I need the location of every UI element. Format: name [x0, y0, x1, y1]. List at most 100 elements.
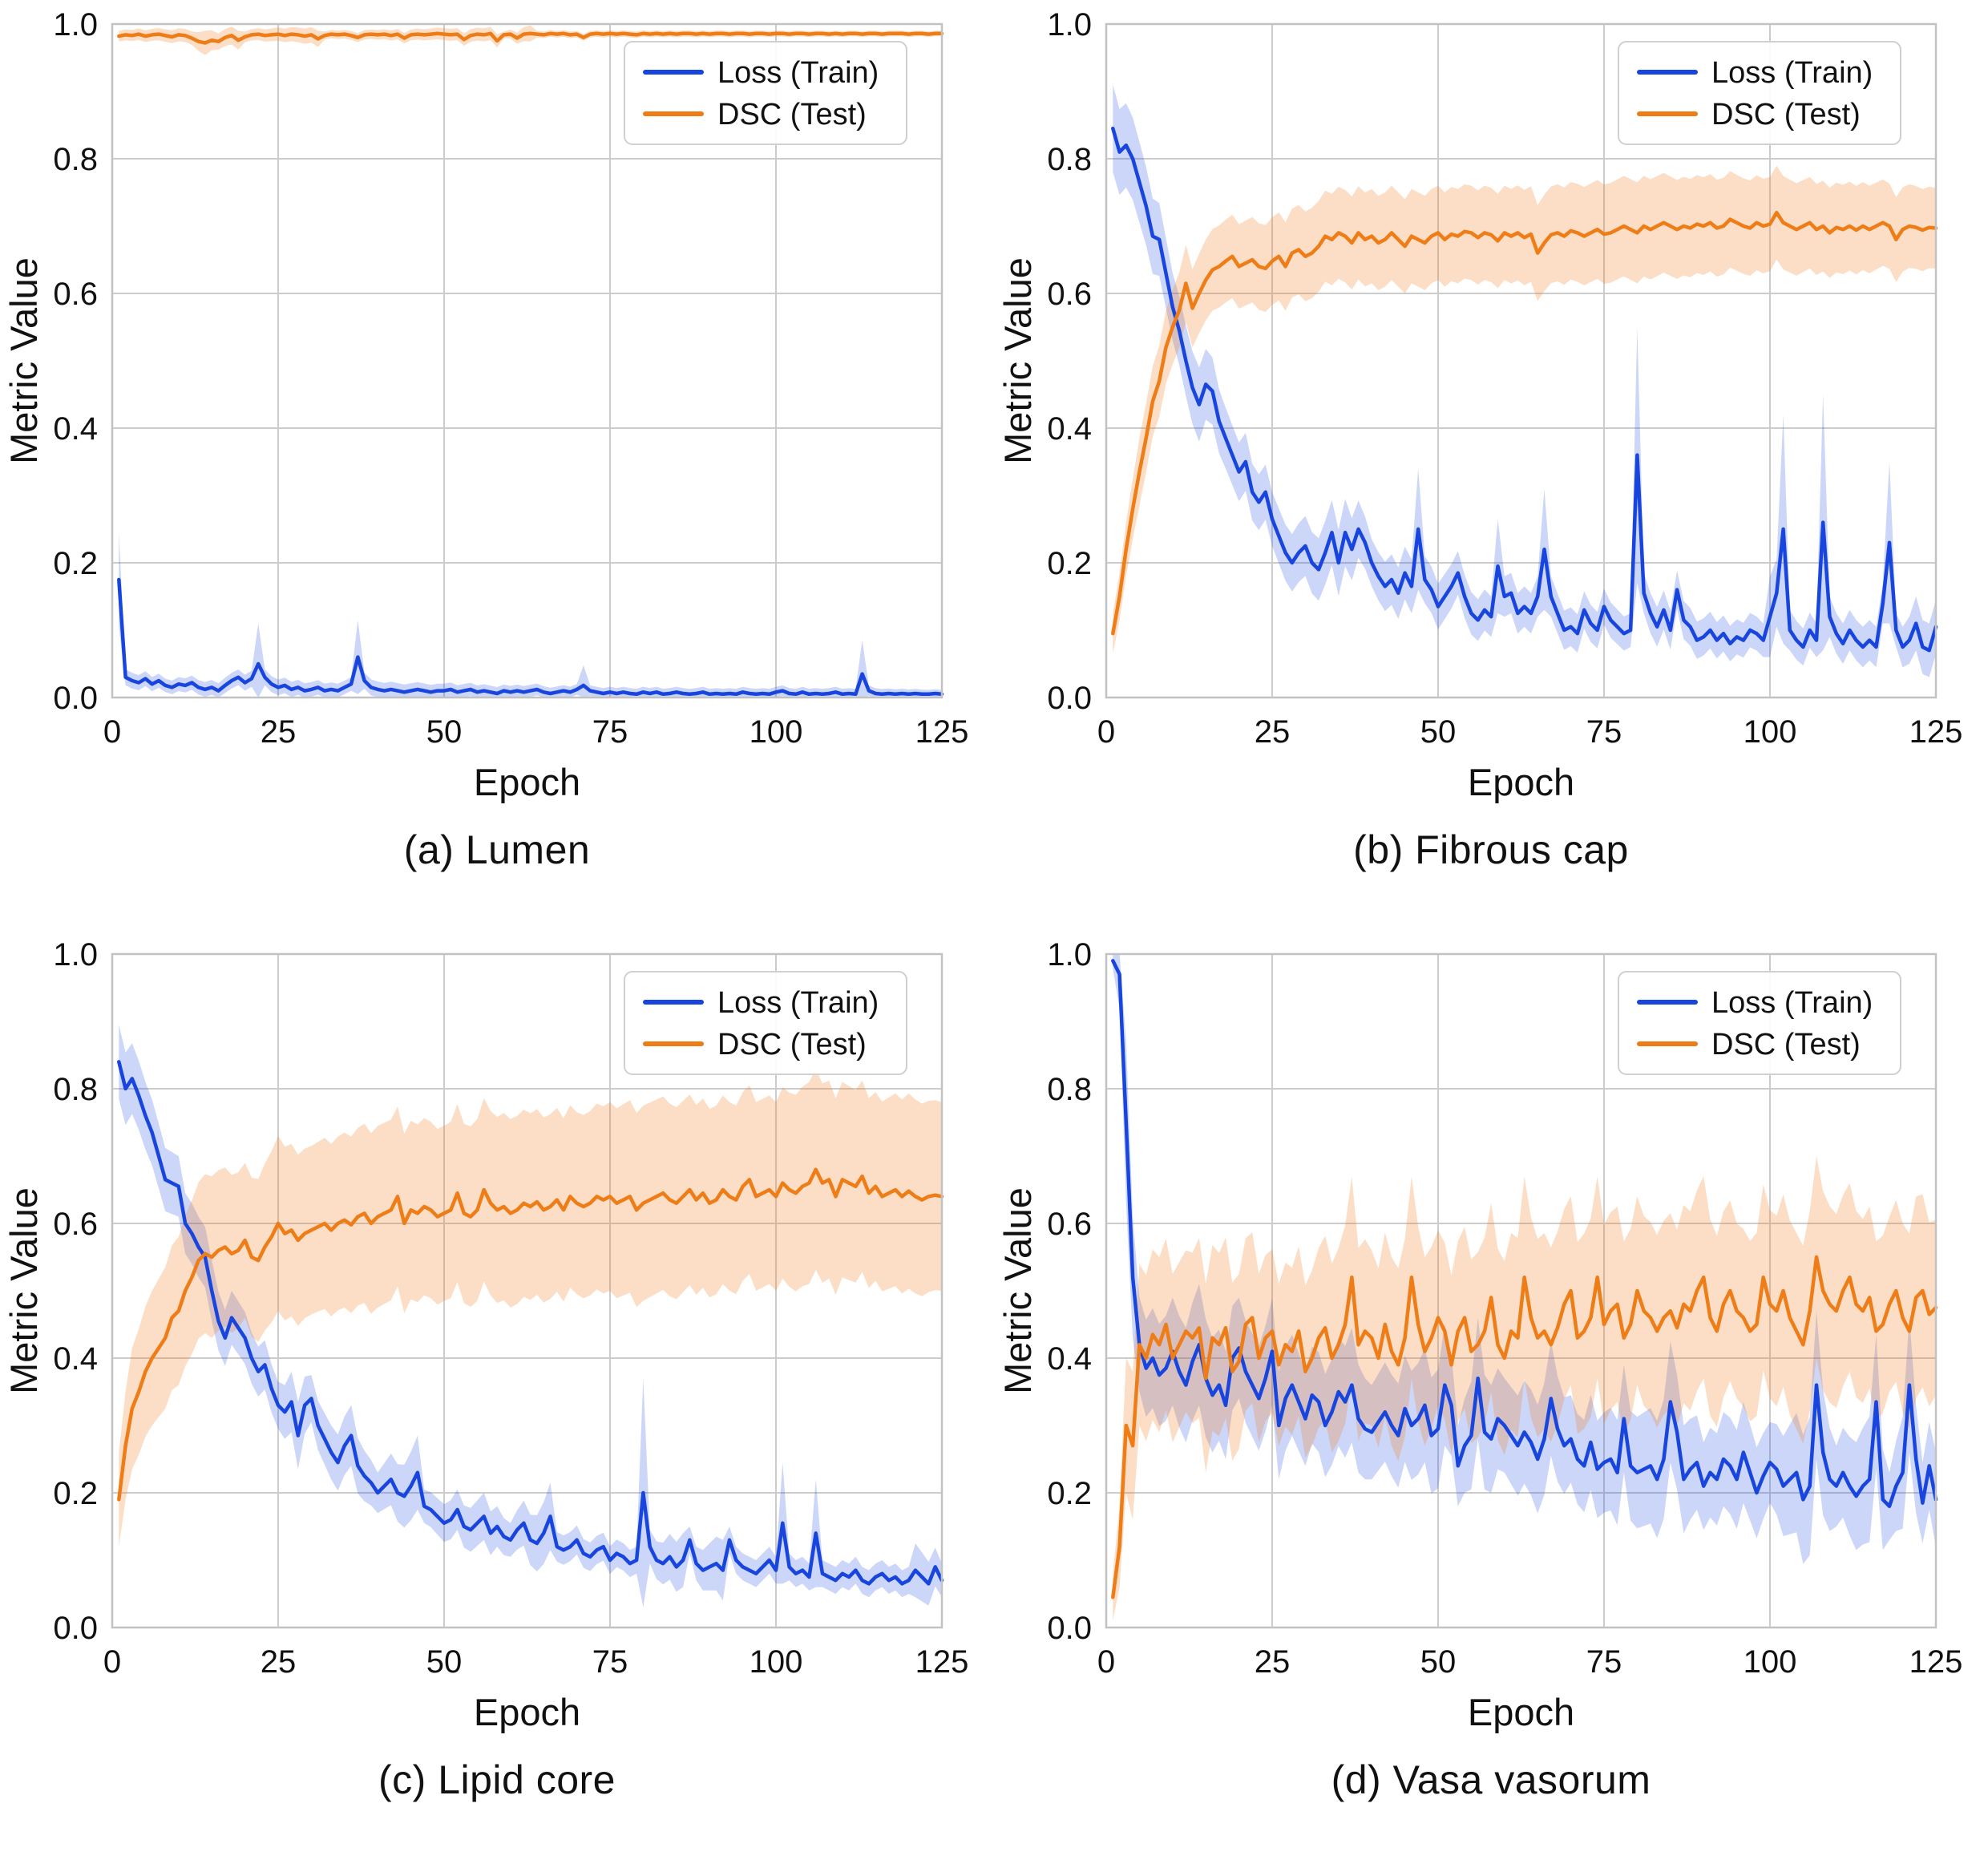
y-tick-label: 1.0 [1047, 7, 1092, 42]
loss-band [1113, 84, 1936, 677]
x-tick-label: 75 [592, 1644, 628, 1680]
x-tick-label: 125 [915, 1644, 969, 1680]
y-tick-label: 0.8 [1047, 142, 1092, 177]
x-tick-label: 100 [750, 714, 803, 750]
y-tick-label: 0.6 [1047, 277, 1092, 312]
x-axis-label: Epoch [474, 761, 580, 803]
y-axis-label: Metric Value [2, 1187, 45, 1394]
x-tick-label: 100 [750, 1644, 803, 1680]
x-tick-label: 75 [1586, 714, 1622, 750]
legend-box [1618, 41, 1901, 145]
dsc-band [119, 1069, 942, 1547]
subplot-d-canvas: 0 25 50 75 100 125 0.0 0.2 0.4 0.6 0.8 1.0 Epoch Metr… [994, 930, 1988, 1736]
y-tick-label: 0.2 [53, 1476, 98, 1511]
loss-line [117, 1060, 944, 1586]
subplot-d: 0 25 50 75 100 125 0.0 0.2 0.4 0.6 0.8 1.0 Epoch Metr… [994, 930, 1988, 1860]
subplot-c-caption: (c) Lipid core [378, 1757, 616, 1802]
y-tick-label: 0.0 [1047, 681, 1092, 716]
y-tick-label: 0.2 [1047, 1476, 1092, 1511]
legend-loss-label: Loss (Train) [717, 56, 879, 90]
y-axis-label: Metric Value [996, 257, 1039, 464]
legend-dsc-label: DSC (Test) [1711, 1028, 1861, 1061]
subplot-b: 0 25 50 75 100 125 0.0 0.2 0.4 0.6 0.8 1.0 Epoch Metr… [994, 0, 1988, 930]
legend-loss-label: Loss (Train) [1711, 986, 1873, 1020]
x-tick-label: 125 [1909, 1644, 1963, 1680]
y-tick-label: 0.6 [53, 277, 98, 312]
legend-dsc-label: DSC (Test) [717, 98, 867, 131]
x-tick-label: 25 [1255, 1644, 1291, 1680]
subplot-a: 0 25 50 75 100 125 0.0 0.2 0.4 0.6 0.8 1.0 Epoch Metr… [0, 0, 994, 930]
plot-border [1105, 22, 1937, 699]
y-tick-label: 0.8 [53, 1072, 98, 1107]
legend-loss-label: Loss (Train) [1711, 56, 1873, 90]
plot-border [111, 952, 943, 1629]
x-tick-label: 0 [103, 1644, 121, 1680]
x-tick-label: 125 [1909, 714, 1963, 750]
loss-band [119, 532, 942, 698]
loss-band [1113, 954, 1936, 1564]
subplot-b-caption: (b) Fibrous cap [1353, 827, 1629, 872]
x-tick-label: 50 [1420, 1644, 1457, 1680]
legend-dsc-label: DSC (Test) [1711, 98, 1861, 131]
dsc-band [1113, 1156, 1936, 1621]
loss-line [1111, 959, 1938, 1509]
x-tick-label: 75 [592, 714, 628, 750]
y-tick-label: 1.0 [53, 7, 98, 42]
y-tick-label: 0.8 [53, 142, 98, 177]
legend-dsc-label: DSC (Test) [717, 1028, 867, 1061]
x-tick-label: 100 [1744, 714, 1797, 750]
y-tick-label: 0.0 [1047, 1611, 1092, 1646]
plot-border [111, 22, 943, 699]
y-tick-label: 0.2 [53, 546, 98, 581]
loss-band [119, 1025, 942, 1607]
x-tick-label: 75 [1586, 1644, 1622, 1680]
legend-box [624, 971, 907, 1075]
subplot-b-canvas: 0 25 50 75 100 125 0.0 0.2 0.4 0.6 0.8 1.0 Epoch Metr… [994, 0, 1988, 806]
x-tick-label: 25 [261, 1644, 297, 1680]
y-axis-label: Metric Value [996, 1187, 1039, 1394]
loss-line [1111, 126, 1938, 653]
legend-box [1618, 971, 1901, 1075]
x-tick-label: 0 [103, 714, 121, 750]
x-tick-label: 100 [1744, 1644, 1797, 1680]
x-axis-label: Epoch [1468, 1691, 1574, 1733]
y-tick-label: 0.6 [1047, 1207, 1092, 1242]
y-tick-label: 1.0 [1047, 937, 1092, 972]
x-tick-label: 25 [261, 714, 297, 750]
subplot-c: 0 25 50 75 100 125 0.0 0.2 0.4 0.6 0.8 1.0 Epoch Metr… [0, 930, 994, 1860]
y-tick-label: 0.4 [53, 411, 98, 447]
loss-line [117, 577, 944, 697]
subplot-c-canvas: 0 25 50 75 100 125 0.0 0.2 0.4 0.6 0.8 1.0 Epoch Metr… [0, 930, 994, 1736]
y-tick-label: 1.0 [53, 937, 98, 972]
y-tick-label: 0.0 [53, 681, 98, 716]
x-tick-label: 25 [1255, 714, 1291, 750]
x-tick-label: 0 [1097, 714, 1115, 750]
x-tick-label: 50 [426, 714, 463, 750]
y-tick-label: 0.0 [53, 1611, 98, 1646]
y-tick-label: 0.2 [1047, 546, 1092, 581]
plot-border [1105, 952, 1937, 1629]
y-tick-label: 0.4 [53, 1341, 98, 1377]
subplot-a-canvas: 0 25 50 75 100 125 0.0 0.2 0.4 0.6 0.8 1.0 Epoch Metr… [0, 0, 994, 806]
dsc-line [117, 31, 944, 45]
y-axis-label: Metric Value [2, 257, 45, 464]
x-tick-label: 125 [915, 714, 969, 750]
y-tick-label: 0.8 [1047, 1072, 1092, 1107]
dsc-line [1111, 1255, 1938, 1599]
y-tick-label: 0.6 [53, 1207, 98, 1242]
subplot-a-caption: (a) Lumen [403, 827, 591, 872]
legend-loss-label: Loss (Train) [717, 986, 879, 1020]
subplot-d-caption: (d) Vasa vasorum [1331, 1757, 1651, 1802]
x-axis-label: Epoch [1468, 761, 1574, 803]
x-axis-label: Epoch [474, 1691, 580, 1733]
y-tick-label: 0.4 [1047, 411, 1092, 447]
legend-box [624, 41, 907, 145]
dsc-line [1111, 210, 1938, 636]
x-tick-label: 50 [426, 1644, 463, 1680]
dsc-line [117, 1167, 944, 1502]
y-tick-label: 0.4 [1047, 1341, 1092, 1377]
x-tick-label: 0 [1097, 1644, 1115, 1680]
x-tick-label: 50 [1420, 714, 1457, 750]
dsc-band [1113, 165, 1936, 654]
